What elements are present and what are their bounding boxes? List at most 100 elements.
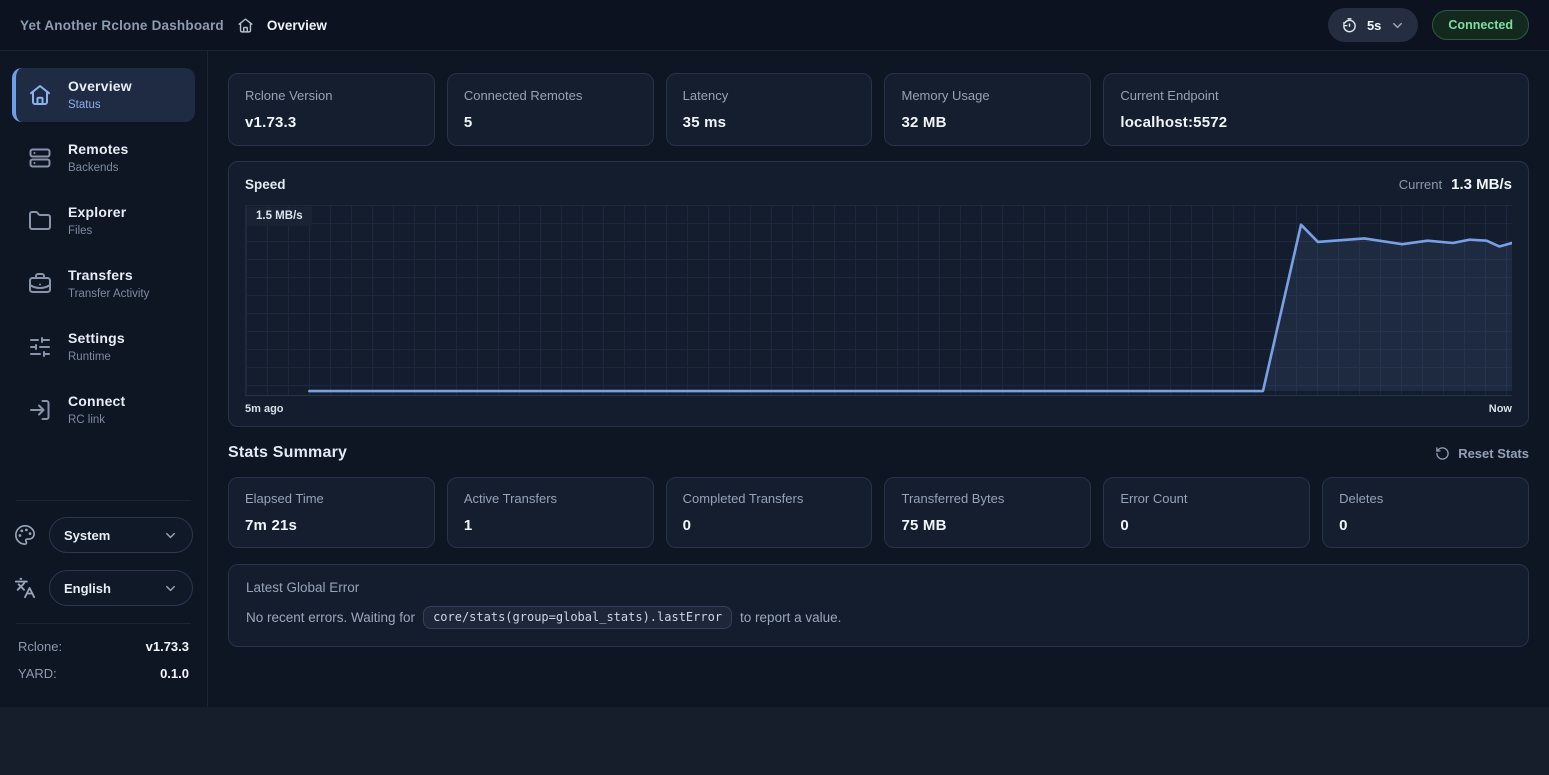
theme-select-row: System — [14, 517, 193, 553]
divider — [16, 623, 191, 624]
error-code-path: core/stats(group=global_stats).lastError — [423, 606, 732, 629]
x-axis-end-label: Now — [1489, 403, 1512, 415]
speed-chart: 1.5 MB/s — [245, 205, 1512, 396]
latest-global-error-panel: Latest Global Error No recent errors. Wa… — [228, 564, 1529, 647]
stat-card-value: 5 — [464, 114, 637, 131]
main-content: Rclone Version v1.73.3Connected Remotes … — [208, 51, 1549, 707]
speed-panel-header: Speed Current 1.3 MB/s — [245, 176, 1512, 193]
stat-card: Active Transfers 1 — [447, 477, 654, 548]
stat-card-value: 32 MB — [901, 114, 1074, 131]
breadcrumb: Overview — [267, 18, 327, 33]
chevron-down-icon — [163, 581, 178, 596]
stat-card: Elapsed Time 7m 21s — [228, 477, 435, 548]
speed-title: Speed — [245, 177, 286, 192]
stat-card: Rclone Version v1.73.3 — [228, 73, 435, 146]
server-icon — [28, 146, 52, 170]
stat-card-label: Latency — [683, 88, 856, 103]
current-speed-label: Current — [1399, 177, 1442, 192]
sidebar-item-sublabel: Files — [68, 225, 126, 237]
theme-select[interactable]: System — [49, 517, 193, 553]
chevron-down-icon — [163, 528, 178, 543]
chevron-down-icon — [1390, 18, 1405, 33]
refresh-interval-dropdown[interactable]: 5s — [1328, 8, 1418, 42]
sidebar-item-label: Transfers — [68, 267, 149, 283]
sidebar-nav: Overview Status Remotes Backends Explore… — [12, 68, 195, 446]
stat-card-label: Deletes — [1339, 491, 1512, 506]
language-select-row: English — [14, 570, 193, 606]
speed-chart-line — [246, 205, 1512, 395]
language-select-value: English — [64, 581, 111, 596]
languages-icon — [14, 577, 36, 599]
rotate-ccw-icon — [1435, 446, 1450, 461]
sidebar-footer: System English Rclone: v1.73.3 YARD: 0.1.… — [12, 500, 195, 693]
version-row: YARD: 0.1.0 — [18, 666, 189, 681]
stat-card-label: Transferred Bytes — [901, 491, 1074, 506]
stat-card-value: localhost:5572 — [1120, 114, 1512, 131]
stat-card-value: 35 ms — [683, 114, 856, 131]
app-body: Overview Status Remotes Backends Explore… — [0, 51, 1549, 707]
error-panel-message: No recent errors. Waiting for core/stats… — [246, 606, 1511, 629]
version-info: Rclone: v1.73.3 YARD: 0.1.0 — [18, 639, 189, 681]
sidebar-item-sublabel: RC link — [68, 414, 125, 426]
version-value: 0.1.0 — [160, 666, 189, 681]
sidebar-item-sublabel: Status — [68, 99, 132, 111]
x-axis-labels: 5m ago Now — [245, 403, 1512, 415]
refresh-interval-value: 5s — [1367, 18, 1381, 33]
version-label: Rclone: — [18, 639, 62, 654]
sidebar-item-explorer[interactable]: Explorer Files — [12, 194, 195, 248]
topbar: Yet Another Rclone Dashboard Overview 5s… — [0, 0, 1549, 51]
sidebar: Overview Status Remotes Backends Explore… — [0, 51, 208, 707]
sidebar-item-label: Connect — [68, 393, 125, 409]
error-text-after: to report a value. — [740, 610, 841, 625]
stat-card-label: Completed Transfers — [683, 491, 856, 506]
status-cards: Rclone Version v1.73.3Connected Remotes … — [228, 73, 1529, 146]
home-breadcrumb-icon[interactable] — [237, 17, 254, 34]
stat-card-label: Connected Remotes — [464, 88, 637, 103]
sidebar-item-label: Settings — [68, 330, 125, 346]
x-axis-start-label: 5m ago — [245, 403, 284, 415]
current-speed-value: 1.3 MB/s — [1451, 176, 1512, 193]
stat-card-value: 0 — [1339, 517, 1512, 534]
stat-card-label: Rclone Version — [245, 88, 418, 103]
sidebar-item-label: Overview — [68, 78, 132, 94]
stat-card-label: Error Count — [1120, 491, 1293, 506]
stat-card: Current Endpoint localhost:5572 — [1103, 73, 1529, 146]
stat-card-value: 1 — [464, 517, 637, 534]
sidebar-item-transfers[interactable]: Transfers Transfer Activity — [12, 257, 195, 311]
stat-card-label: Elapsed Time — [245, 491, 418, 506]
briefcase-icon — [28, 272, 52, 296]
theme-select-value: System — [64, 528, 110, 543]
stat-card-value: v1.73.3 — [245, 114, 418, 131]
stats-summary-cards: Elapsed Time 7m 21sActive Transfers 1Com… — [228, 477, 1529, 548]
sliders-icon — [28, 335, 52, 359]
sidebar-item-label: Explorer — [68, 204, 126, 220]
version-value: v1.73.3 — [146, 639, 189, 654]
stat-card: Completed Transfers 0 — [666, 477, 873, 548]
stat-card-label: Active Transfers — [464, 491, 637, 506]
timer-icon — [1341, 17, 1358, 34]
sidebar-item-sublabel: Backends — [68, 162, 129, 174]
stat-card: Memory Usage 32 MB — [884, 73, 1091, 146]
reset-stats-button[interactable]: Reset Stats — [1435, 446, 1529, 461]
sidebar-item-overview[interactable]: Overview Status — [12, 68, 195, 122]
app-title: Yet Another Rclone Dashboard — [20, 18, 224, 33]
error-panel-title: Latest Global Error — [246, 580, 1511, 595]
current-speed: Current 1.3 MB/s — [1399, 176, 1512, 193]
sidebar-item-label: Remotes — [68, 141, 129, 157]
stat-card-value: 0 — [683, 517, 856, 534]
stats-summary-header: Stats Summary Reset Stats — [228, 444, 1529, 462]
stat-card-value: 75 MB — [901, 517, 1074, 534]
stat-card-value: 7m 21s — [245, 517, 418, 534]
language-select[interactable]: English — [49, 570, 193, 606]
sidebar-item-sublabel: Transfer Activity — [68, 288, 149, 300]
stat-card-label: Current Endpoint — [1120, 88, 1512, 103]
sidebar-item-settings[interactable]: Settings Runtime — [12, 320, 195, 374]
speed-panel: Speed Current 1.3 MB/s 1.5 MB/s 5m ago N… — [228, 161, 1529, 427]
topbar-actions: 5s Connected — [1328, 8, 1529, 42]
stat-card-value: 0 — [1120, 517, 1293, 534]
connection-status-badge: Connected — [1432, 10, 1529, 40]
stat-card: Deletes 0 — [1322, 477, 1529, 548]
sidebar-item-connect[interactable]: Connect RC link — [12, 383, 195, 437]
sidebar-item-remotes[interactable]: Remotes Backends — [12, 131, 195, 185]
sidebar-item-sublabel: Runtime — [68, 351, 125, 363]
